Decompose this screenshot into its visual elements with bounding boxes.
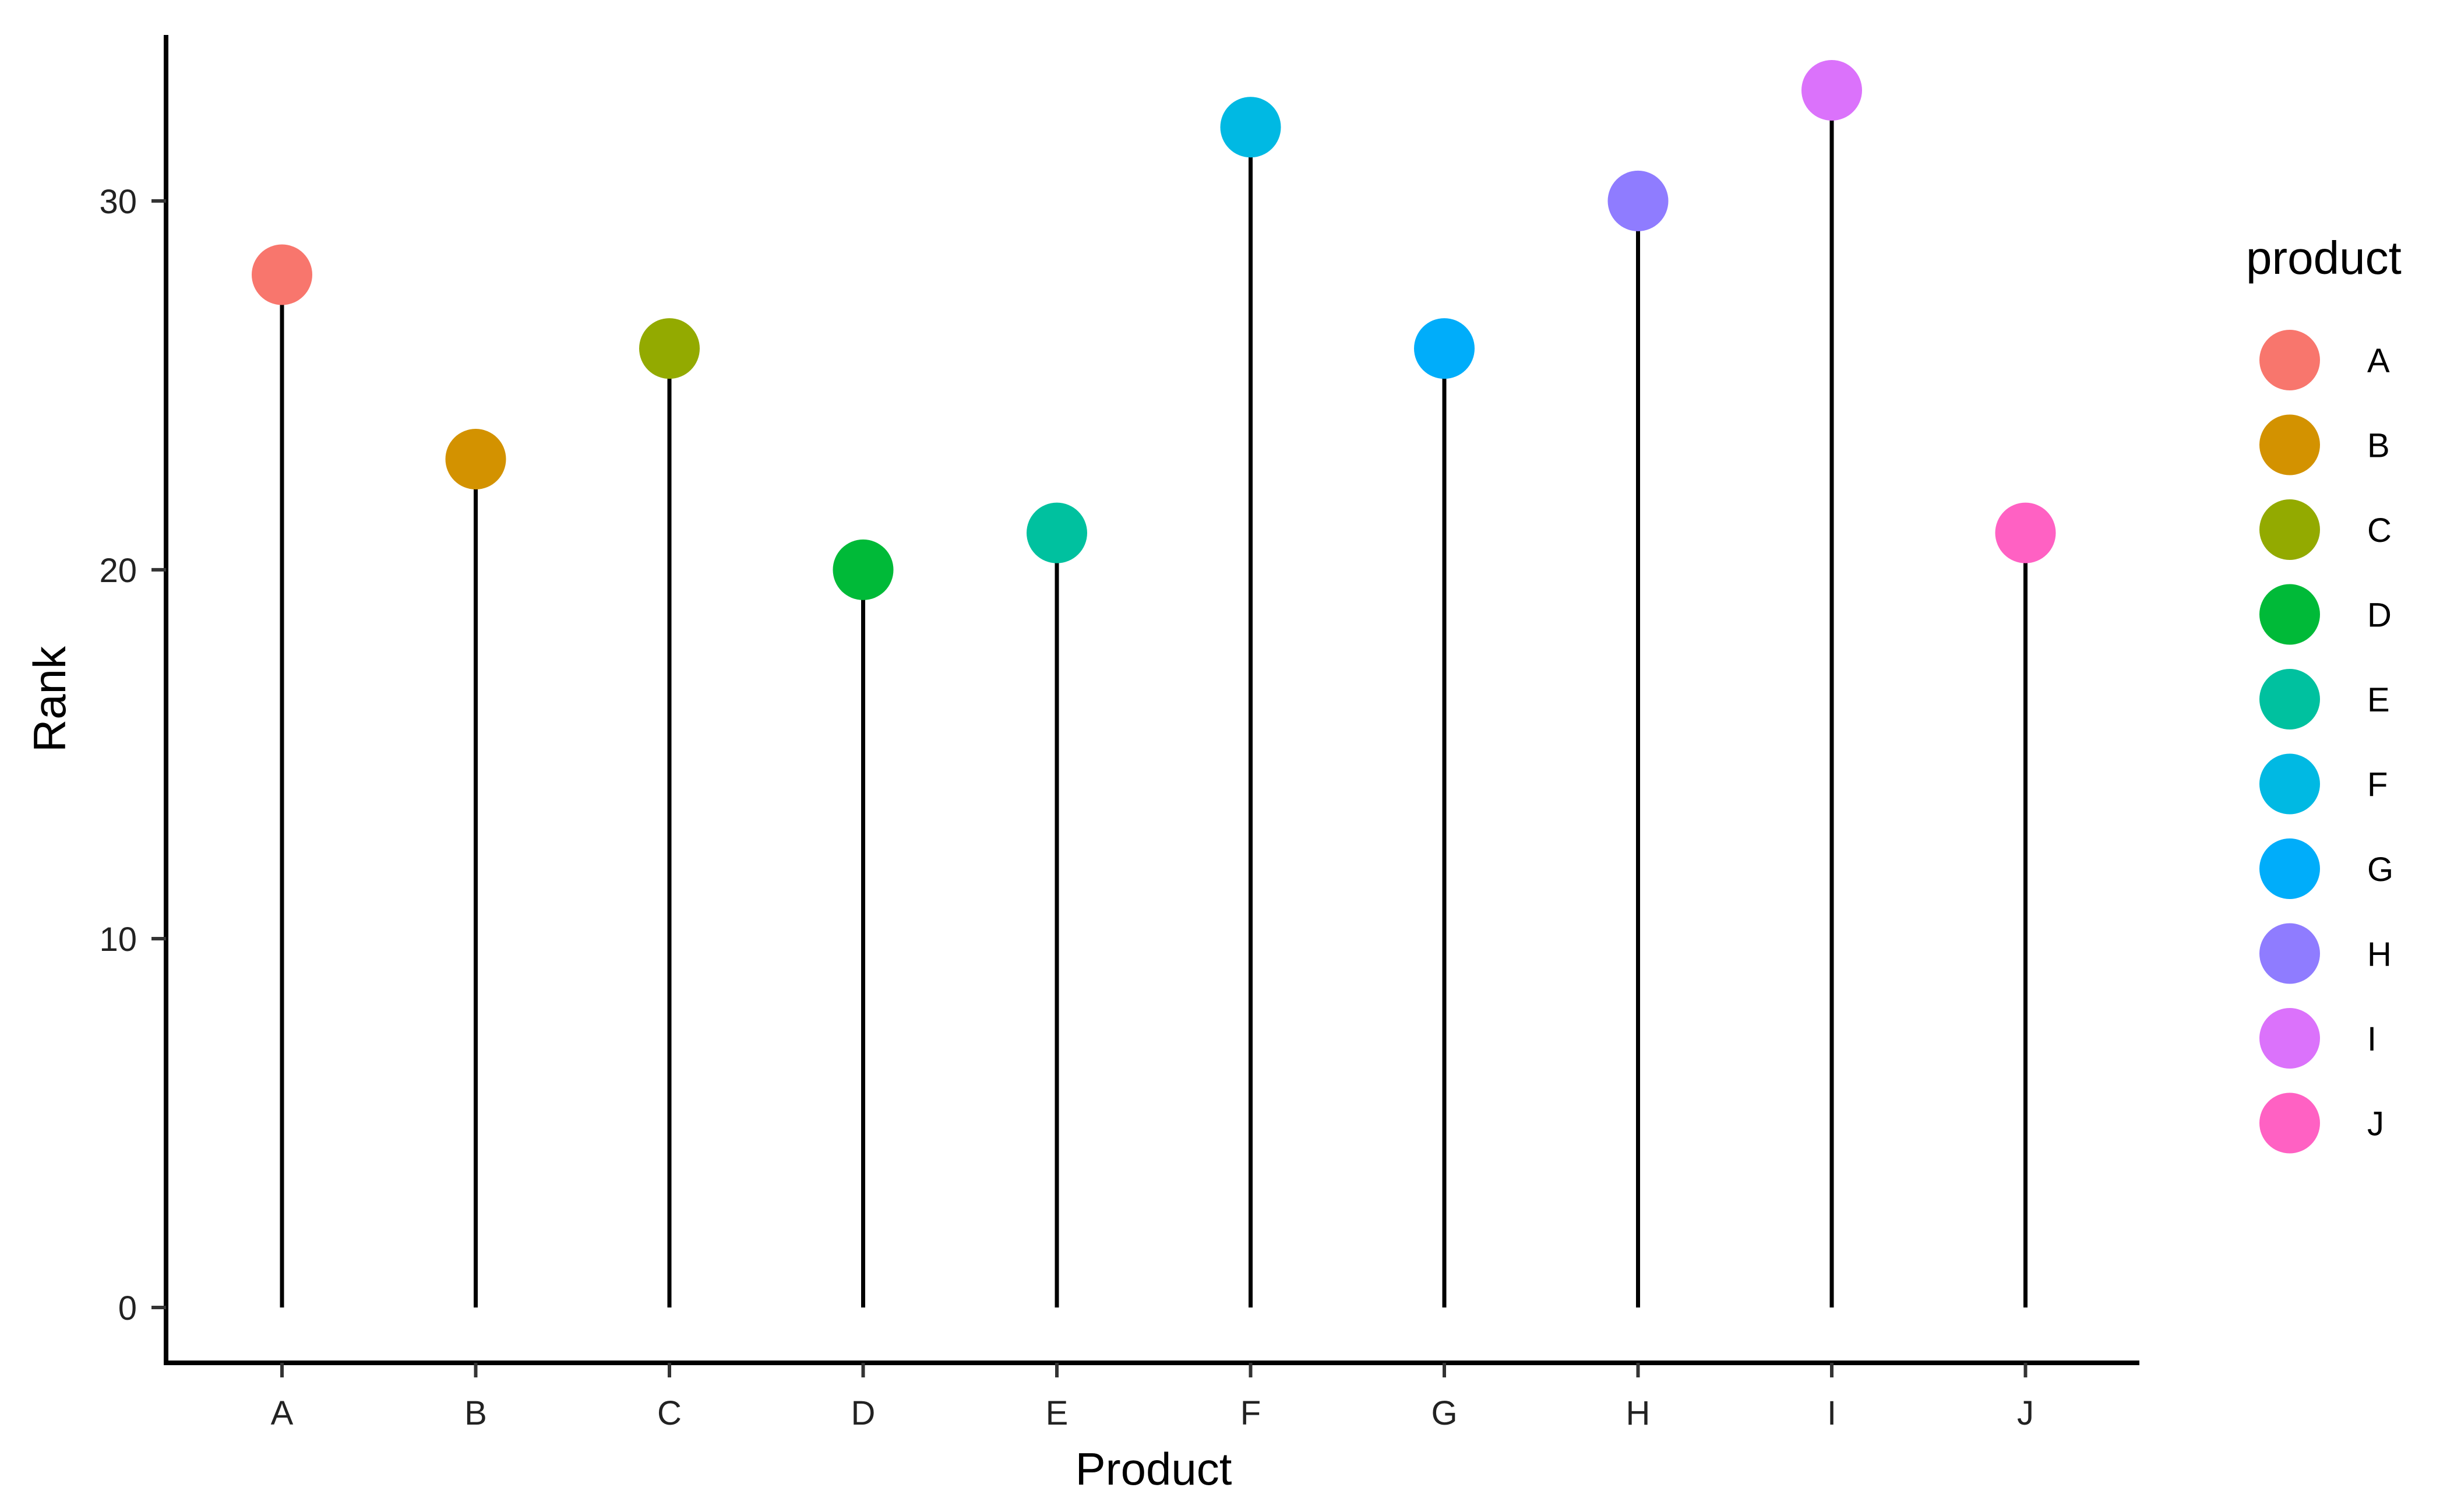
y-tick-layer: 0 10 20 30 [99,183,166,1327]
point-layer [252,59,2056,600]
legend-label-e: E [2367,681,2390,719]
y-tick-label-30: 30 [99,183,137,221]
stem-layer [280,90,2028,1308]
point-c [639,318,700,379]
legend-key-b [2259,414,2320,475]
y-tick-label-10: 10 [99,921,137,958]
x-tick-label-b: B [464,1394,487,1432]
x-tick-layer: A B C D E F G H I J [271,1363,2034,1432]
point-h [1607,170,1669,231]
legend-label-j: J [2367,1105,2384,1143]
legend-label-i: I [2367,1020,2377,1058]
legend-key-a [2259,330,2320,390]
legend-key-f [2259,753,2320,815]
legend-label-b: B [2367,427,2390,465]
point-b [445,429,506,490]
legend-key-d [2259,584,2320,645]
point-d [833,539,894,600]
point-e [1027,502,1087,563]
x-tick-label-f: F [1240,1394,1261,1432]
legend-key-c [2259,499,2320,560]
legend-label-c: C [2367,512,2392,549]
legend-key-i [2259,1008,2320,1069]
x-tick-label-a: A [271,1394,294,1432]
legend: product A B C D E F G H I J [2246,232,2402,1154]
x-tick-label-d: D [851,1394,876,1432]
legend-title: product [2246,232,2402,284]
legend-label-g: G [2367,851,2393,889]
legend-key-g [2259,838,2320,899]
x-tick-label-j: J [2017,1394,2034,1432]
x-tick-label-e: E [1046,1394,1069,1432]
legend-label-a: A [2367,342,2390,380]
x-axis-title: Product [1076,1443,1232,1495]
legend-key-j [2259,1092,2320,1154]
y-tick-label-0: 0 [118,1289,137,1327]
legend-key-e [2259,669,2320,729]
point-a [252,244,312,305]
legend-label-d: D [2367,597,2392,635]
legend-key-h [2259,923,2320,984]
point-i [1801,59,1862,121]
y-tick-label-20: 20 [99,552,137,590]
point-f [1220,97,1281,158]
point-g [1414,318,1475,379]
legend-label-h: H [2367,936,2392,974]
legend-label-f: F [2367,766,2388,804]
y-axis-title: Rank [24,646,75,752]
x-tick-label-c: C [657,1394,682,1432]
x-tick-label-g: G [1431,1394,1457,1432]
x-tick-label-h: H [1626,1394,1651,1432]
point-j [1995,502,2056,563]
x-tick-label-i: I [1827,1394,1836,1432]
